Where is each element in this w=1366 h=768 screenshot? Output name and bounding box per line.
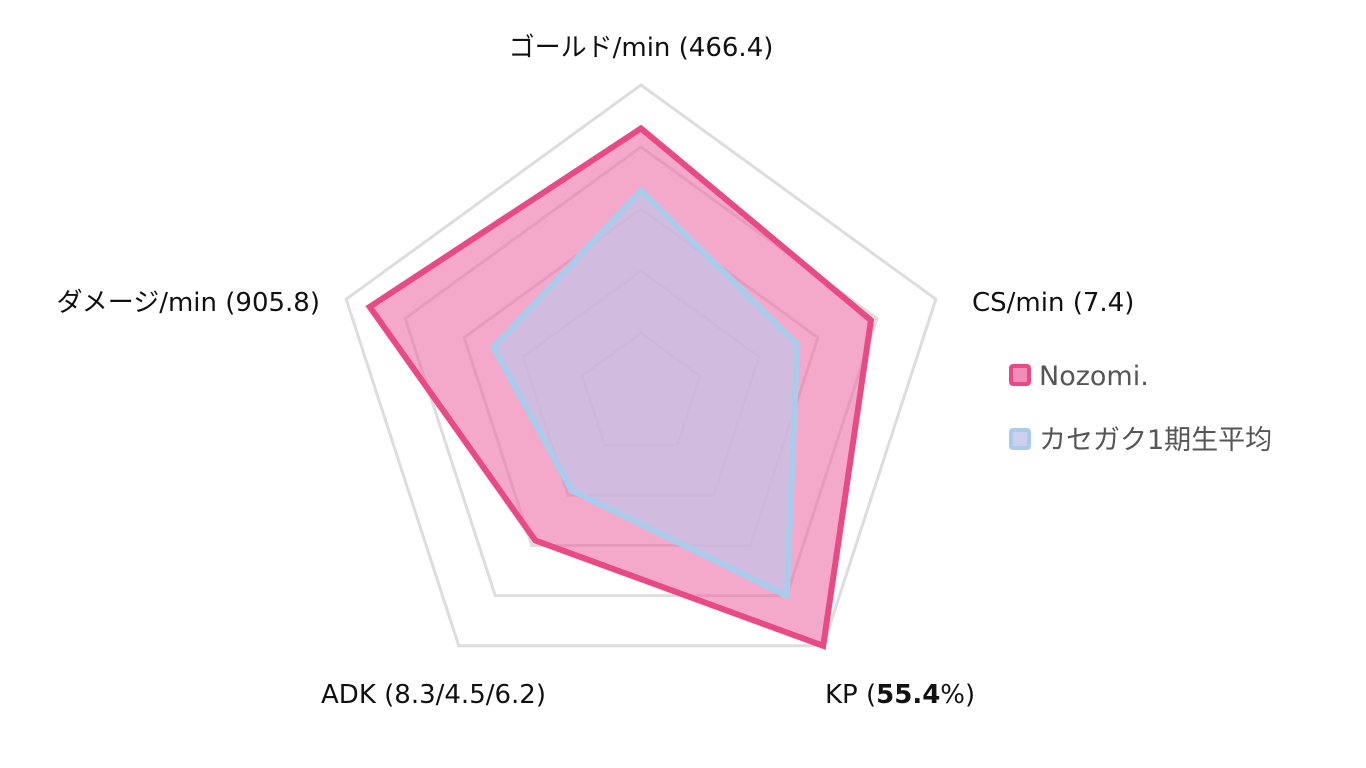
- legend-swatch-nozomi: [1009, 364, 1031, 386]
- radar-series: [365, 124, 875, 650]
- axis-label-kp-prefix: KP (: [825, 680, 876, 710]
- legend[interactable]: Nozomi. カセガク1期生平均: [1009, 361, 1272, 456]
- legend-label-nozomi: Nozomi.: [1039, 361, 1149, 392]
- legend-item-nozomi[interactable]: Nozomi.: [1009, 361, 1149, 392]
- grid-ring-5: [344, 83, 938, 648]
- axis-label-adk: ADK (8.3/4.5/6.2): [321, 680, 546, 710]
- axis-label-kp-value: 55.4: [876, 680, 940, 710]
- axis-label-kp-suffix: %): [940, 680, 975, 710]
- axis-label-gold: ゴールド/min (466.4): [509, 33, 774, 63]
- axis-label-cs: CS/min (7.4): [972, 288, 1134, 318]
- axis-label-kp: KP (55.4%): [825, 680, 975, 710]
- legend-swatch-average: [1009, 428, 1031, 450]
- series-area-average: [489, 186, 801, 601]
- legend-label-average: カセガク1期生平均: [1039, 425, 1272, 456]
- legend-item-average[interactable]: カセガク1期生平均: [1009, 425, 1272, 456]
- axis-label-damage: ダメージ/min (905.8): [57, 288, 320, 318]
